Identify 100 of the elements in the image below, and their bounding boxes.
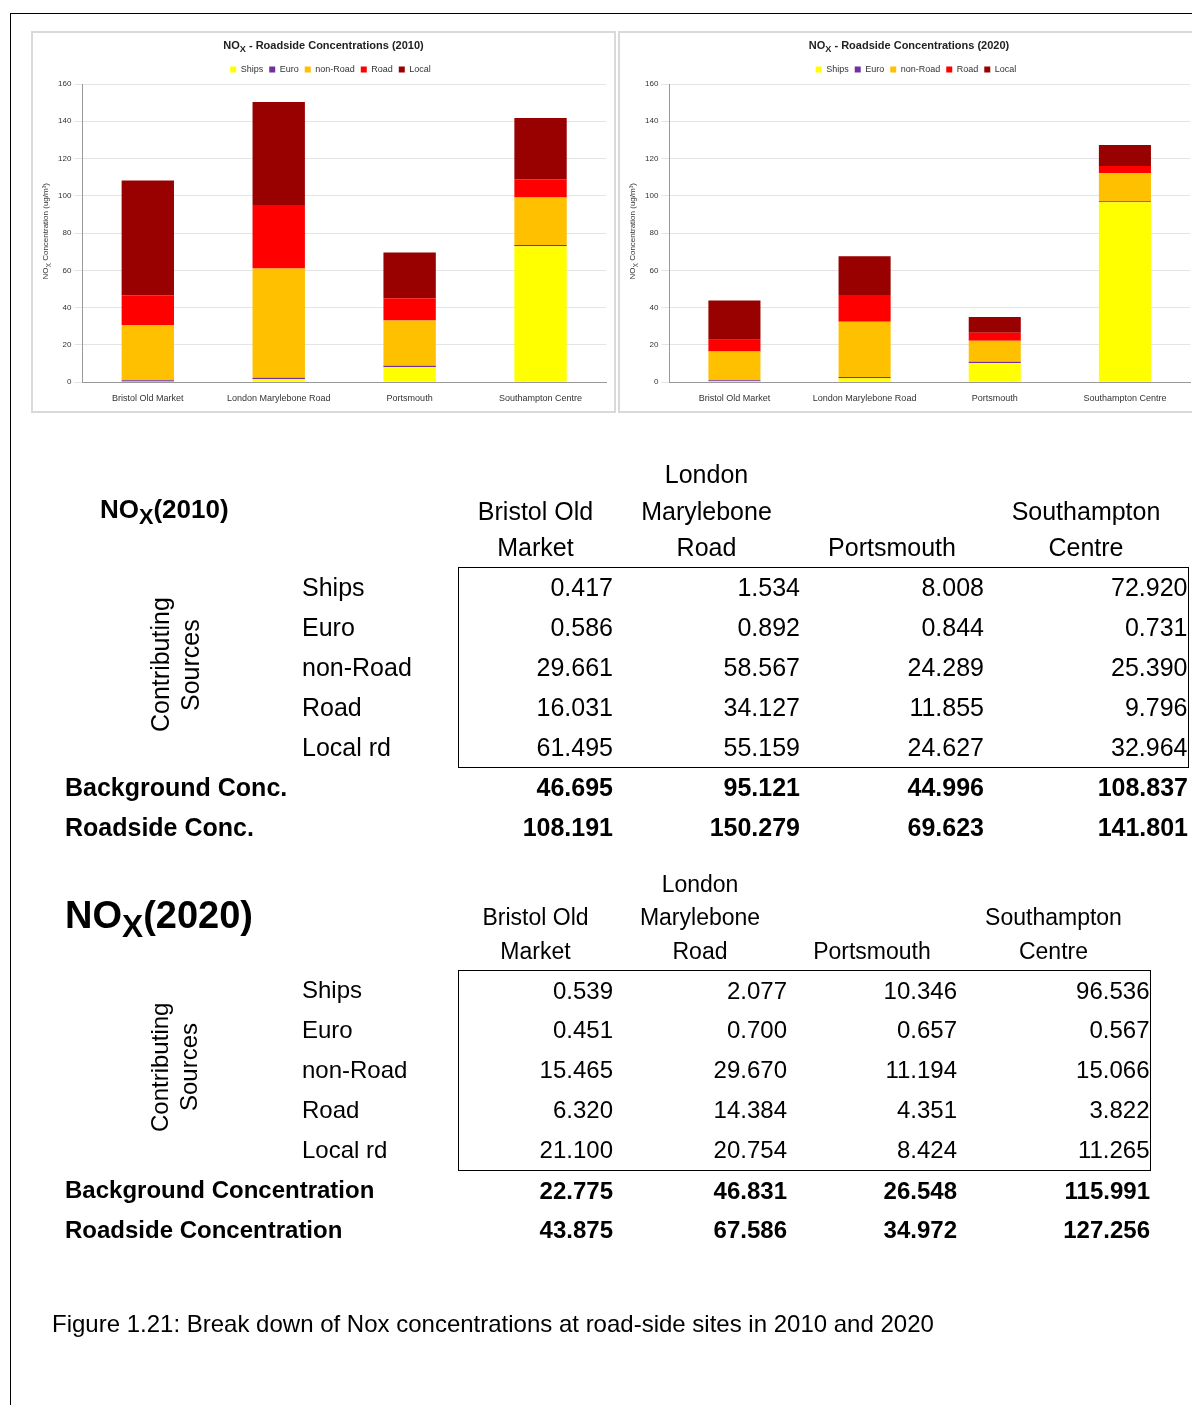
text: 26.548 [882,1175,957,1206]
text: 96.536 [957,970,1150,1011]
y-tick-label: 60 [649,265,659,275]
text: 11.855 [908,692,984,723]
text: 8.424 [787,1130,957,1171]
category-label: Bristol Old Market [477,496,594,561]
legend-label: Local [994,63,1017,74]
text: 25.390 [984,647,1188,688]
category-label: Portsmouth [813,937,931,964]
y-tick-label: 160 [644,79,659,89]
text: 11.265 [957,1130,1150,1171]
text: 32.964 [984,727,1188,768]
text: 9.796 [984,687,1188,728]
text: Background Conc. [64,772,289,803]
text: 61.495 [458,727,613,768]
text: 67.586 [712,1215,787,1246]
text: 15.465 [458,1050,613,1091]
x-tick-label: Portsmouth [971,393,1018,404]
legend-label: Euro [279,63,299,74]
text: 46.695 [535,772,613,804]
category-label: Portsmouth [828,532,956,561]
x-tick-label: London Marylebone Road [812,393,917,404]
text: Road [302,1096,360,1124]
text: 34.972 [882,1215,957,1246]
x-tick-label: Portsmouth [386,393,433,404]
text: Contributing Sources [145,596,205,734]
legend-label: Ships [240,63,264,74]
text: Local rd [301,732,392,763]
legend-label: Road [371,63,393,74]
text: 72.920 [984,567,1188,608]
chart-title: NO$_{X}$ - Roadside Concentrations (2010) [222,39,425,55]
y-tick-label: 20 [62,340,72,350]
text: 0.700 [725,1015,787,1046]
text: 115.991 [1063,1175,1150,1206]
y-tick-label: 100 [57,191,72,201]
text: non-Road [302,1056,408,1084]
legend-label: non-Road [315,63,355,74]
text: 3.822 [957,1090,1150,1131]
text: 21.100 [458,1130,613,1171]
x-tick-label: Southampton Centre [499,393,583,404]
y-tick-label: 120 [57,153,72,163]
text: 58.567 [722,652,800,683]
text: 34.127 [722,692,800,723]
text: 0.731 [984,607,1188,648]
text: Local rd [301,1135,389,1166]
text: 141.801 [1096,812,1188,843]
text: Contributing Sources [146,1001,203,1135]
text: Road [302,693,362,721]
caption: Figure 1.21: Break down of Nox concentrations at road-side sites in 2010 and 2020 [52,1310,934,1338]
text: NO$_{X}$(2020) [64,892,254,946]
text: 14.384 [712,1095,787,1126]
text: 29.661 [458,647,613,688]
y-tick-label: 40 [62,302,72,312]
text: 44.996 [906,772,984,804]
x-tick-label: Bristol Old Market [112,393,185,404]
text: Roadside Conc. [64,812,255,843]
y-tick-label: 100 [644,191,659,201]
text: 0.892 [736,612,800,643]
text: 4.351 [895,1095,957,1126]
text: 127.256 [1062,1215,1150,1246]
text: 0.451 [458,1010,613,1051]
x-tick-label: Bristol Old Market [698,393,771,404]
text: 0.586 [458,607,613,648]
text: 150.279 [708,812,800,843]
legend-label: Euro [865,63,885,74]
y-tick-label: 0 [66,377,72,387]
y-tick-label: 40 [649,302,659,312]
text: 22.775 [538,1175,613,1206]
text: 10.346 [787,970,957,1011]
legend-label: Ships [826,63,850,74]
text: Euro [302,613,355,641]
y-tick-label: 160 [57,79,72,89]
y-tick-label: 0 [653,377,659,387]
text: 43.875 [538,1215,613,1246]
category-label: London Marylebone Road [639,870,761,964]
text: Ships [302,573,365,601]
x-tick-label: Southampton Centre [1083,393,1167,404]
y-tick-label: 140 [644,116,659,126]
text: 0.417 [458,567,613,608]
category-label: Southampton Centre [985,904,1122,964]
chart-title: NO$_{X}$ - Roadside Concentrations (2020) [807,39,1011,55]
y-tick-label: 60 [62,265,72,275]
text: Euro [302,1016,353,1044]
y-tick-label: 120 [644,153,659,163]
text: 108.837 [1096,772,1188,804]
text: 6.320 [458,1090,613,1131]
x-tick-label: London Marylebone Road [226,393,331,404]
text: 0.844 [920,612,984,643]
text: 0.657 [895,1015,957,1046]
text: 55.159 [613,727,800,768]
category-label: London Marylebone Road [641,460,772,561]
y-tick-label: 20 [649,340,659,350]
text: 8.008 [800,567,984,608]
legend-label: non-Road [900,63,941,74]
text: 24.289 [906,652,984,683]
text: 69.623 [906,812,984,843]
text: 95.121 [722,772,800,804]
category-label: Southampton Centre [1011,496,1161,561]
text: Background Concentration [64,1175,376,1206]
text: 24.627 [800,727,984,768]
